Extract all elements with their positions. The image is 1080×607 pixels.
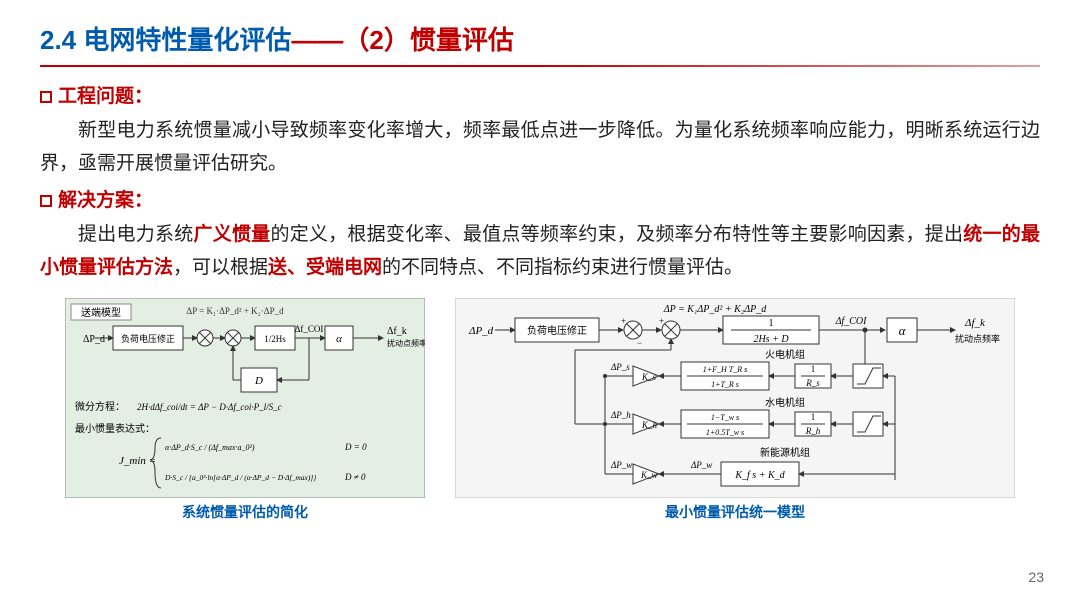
svg-text:水电机组: 水电机组	[765, 396, 805, 409]
svg-text:扰动点频率: 扰动点频率	[387, 338, 425, 348]
svg-text:1/2Hs: 1/2Hs	[264, 334, 286, 344]
emph-1: 广义惯量	[193, 224, 270, 245]
title-main: 电网特性量化评估	[83, 25, 291, 55]
square-bullet-icon	[40, 195, 52, 207]
diagram-row: 送端模型 ΔP = K₁·ΔP_d² + K₂·ΔP_d ΔP_d 负荷电压修正	[40, 298, 1040, 522]
slide-title: 2.4 电网特性量化评估——（2）惯量评估	[40, 20, 1040, 57]
left-eq-top: ΔP = K₁·ΔP_d² + K₂·ΔP_d	[186, 306, 284, 316]
svg-text:K_h: K_h	[641, 420, 658, 430]
svg-text:−: −	[637, 338, 642, 348]
caption-right: 最小惯量评估统一模型	[665, 502, 805, 522]
svg-text:1−T_w s: 1−T_w s	[711, 413, 739, 422]
svg-text:Δf_k: Δf_k	[964, 317, 986, 329]
svg-text:R_h: R_h	[805, 426, 821, 436]
svg-text:ΔP_w: ΔP_w	[610, 460, 632, 470]
left-model-label: 送端模型	[81, 306, 121, 319]
svg-text:α·ΔP_d·S_c / (Δf_max·a_0²): α·ΔP_d·S_c / (Δf_max·a_0²)	[165, 443, 255, 452]
svg-text:+: +	[621, 316, 626, 326]
svg-text:负荷电压修正: 负荷电压修正	[527, 324, 587, 337]
svg-text:2H·dΔf_coi/dt = ΔP − D·Δf_coi·: 2H·dΔf_coi/dt = ΔP − D·Δf_coi·P_l/S_c	[137, 402, 282, 412]
svg-text:K_w: K_w	[640, 470, 658, 480]
svg-text:1+0.5T_w s: 1+0.5T_w s	[706, 428, 744, 437]
svg-text:负荷电压修正: 负荷电压修正	[121, 333, 175, 344]
svg-text:扰动点频率: 扰动点频率	[955, 333, 1000, 344]
svg-text:ΔP = K₁ΔP_d² + K₂ΔP_d: ΔP = K₁ΔP_d² + K₂ΔP_d	[663, 304, 768, 315]
left-in: ΔP_d	[83, 334, 105, 345]
svg-text:1: 1	[811, 412, 816, 422]
svg-text:ΔP_w: ΔP_w	[690, 460, 712, 470]
svg-text:R_s: R_s	[805, 378, 820, 388]
svg-text:Δf_k: Δf_k	[387, 326, 407, 337]
svg-text:微分方程：: 微分方程：	[75, 400, 125, 413]
heading-solution: 解决方案：	[40, 185, 1040, 212]
title-paren: （2）惯量评估	[343, 25, 513, 55]
svg-text:ΔP_d: ΔP_d	[468, 325, 494, 337]
emph-3: 送、受端电网	[268, 257, 382, 278]
svg-text:α: α	[336, 333, 342, 345]
heading-problem: 工程问题：	[40, 81, 1040, 108]
title-section-num: 2.4	[40, 25, 76, 55]
svg-text:1: 1	[769, 318, 774, 329]
diagram-left-svg: 送端模型 ΔP = K₁·ΔP_d² + K₂·ΔP_d ΔP_d 负荷电压修正	[65, 298, 425, 498]
svg-text:+: +	[659, 316, 664, 326]
svg-text:D·S_c / {a_0²·ln[α·ΔP_d / (α·Δ: D·S_c / {a_0²·ln[α·ΔP_d / (α·ΔP_d − D·Δf…	[164, 473, 316, 482]
paragraph-problem: 新型电力系统惯量减小导致频率变化率增大，频率最低点进一步降低。为量化系统频率响应…	[40, 114, 1040, 181]
svg-text:1+T_R s: 1+T_R s	[711, 380, 739, 389]
svg-text:ΔP_h: ΔP_h	[610, 410, 631, 420]
svg-text:D: D	[254, 375, 263, 387]
diagram-right: ΔP = K₁ΔP_d² + K₂ΔP_d ΔP_d 负荷电压修正 + − + 1…	[455, 298, 1015, 522]
svg-text:火电机组: 火电机组	[765, 348, 805, 361]
title-dash: ——	[291, 25, 343, 55]
page-number: 23	[1028, 569, 1044, 585]
svg-text:K_f s + K_d: K_f s + K_d	[734, 470, 785, 481]
svg-text:K_s: K_s	[641, 372, 657, 382]
svg-text:新能源机组: 新能源机组	[760, 446, 810, 459]
svg-text:D ≠ 0: D ≠ 0	[344, 472, 366, 482]
svg-text:ΔP_s: ΔP_s	[610, 362, 630, 372]
svg-text:Δf_COI: Δf_COI	[835, 316, 868, 327]
svg-text:1+F_H T_R s: 1+F_H T_R s	[703, 365, 748, 374]
paragraph-solution: 提出电力系统广义惯量的定义，根据变化率、最值点等频率约束，及频率分布特性等主要影…	[40, 218, 1040, 285]
caption-left: 系统惯量评估的简化	[182, 502, 308, 522]
svg-text:最小惯量表达式：: 最小惯量表达式：	[75, 422, 155, 435]
square-bullet-icon	[40, 91, 52, 103]
svg-text:D = 0: D = 0	[344, 442, 367, 452]
title-underline	[40, 65, 1040, 67]
svg-text:1: 1	[811, 364, 816, 374]
svg-text:J_min =: J_min =	[119, 455, 156, 467]
svg-text:Δf_COI: Δf_COI	[295, 324, 324, 334]
diagram-left: 送端模型 ΔP = K₁·ΔP_d² + K₂·ΔP_d ΔP_d 负荷电压修正	[65, 298, 425, 522]
svg-text:2Hs + D: 2Hs + D	[753, 334, 789, 345]
diagram-right-svg: ΔP = K₁ΔP_d² + K₂ΔP_d ΔP_d 负荷电压修正 + − + 1…	[455, 298, 1015, 498]
svg-text:α: α	[899, 323, 907, 338]
